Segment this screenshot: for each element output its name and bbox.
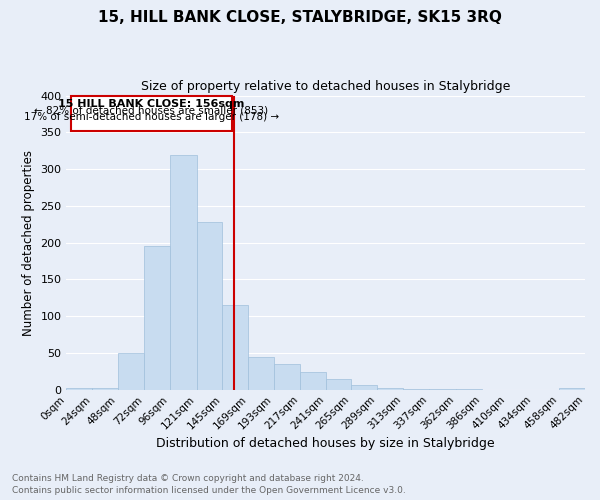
- Text: 17% of semi-detached houses are larger (178) →: 17% of semi-detached houses are larger (…: [24, 112, 279, 122]
- Bar: [118, 353, 144, 390]
- Bar: [197, 222, 223, 390]
- Text: Contains HM Land Registry data © Crown copyright and database right 2024.
Contai: Contains HM Land Registry data © Crown c…: [12, 474, 406, 495]
- Bar: [170, 155, 197, 390]
- Bar: [300, 372, 326, 390]
- Bar: [248, 356, 274, 390]
- Bar: [67, 388, 92, 390]
- Title: Size of property relative to detached houses in Stalybridge: Size of property relative to detached ho…: [141, 80, 511, 93]
- Text: 15, HILL BANK CLOSE, STALYBRIDGE, SK15 3RQ: 15, HILL BANK CLOSE, STALYBRIDGE, SK15 3…: [98, 10, 502, 25]
- Y-axis label: Number of detached properties: Number of detached properties: [22, 150, 35, 336]
- Bar: [559, 388, 585, 390]
- Bar: [144, 246, 170, 390]
- Bar: [377, 388, 403, 390]
- Bar: [92, 388, 118, 390]
- Bar: [403, 389, 429, 390]
- X-axis label: Distribution of detached houses by size in Stalybridge: Distribution of detached houses by size …: [157, 437, 495, 450]
- Bar: [352, 384, 377, 390]
- FancyBboxPatch shape: [71, 96, 232, 131]
- Bar: [429, 389, 456, 390]
- Bar: [456, 389, 482, 390]
- Bar: [326, 378, 352, 390]
- Bar: [223, 305, 248, 390]
- Text: ← 82% of detached houses are smaller (853): ← 82% of detached houses are smaller (85…: [34, 106, 268, 116]
- Bar: [274, 364, 300, 390]
- Text: 15 HILL BANK CLOSE: 156sqm: 15 HILL BANK CLOSE: 156sqm: [58, 99, 245, 109]
